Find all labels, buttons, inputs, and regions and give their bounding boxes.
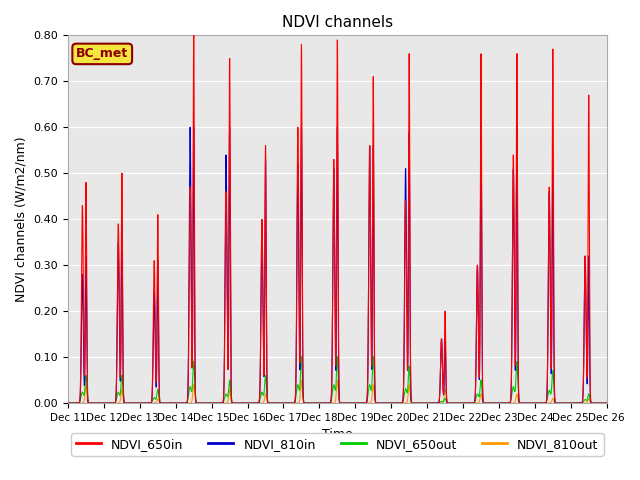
X-axis label: Time: Time xyxy=(322,429,353,442)
Title: NDVI channels: NDVI channels xyxy=(282,15,393,30)
Text: BC_met: BC_met xyxy=(76,48,129,60)
Y-axis label: NDVI channels (W/m2/nm): NDVI channels (W/m2/nm) xyxy=(15,136,28,302)
Legend: NDVI_650in, NDVI_810in, NDVI_650out, NDVI_810out: NDVI_650in, NDVI_810in, NDVI_650out, NDV… xyxy=(71,433,604,456)
